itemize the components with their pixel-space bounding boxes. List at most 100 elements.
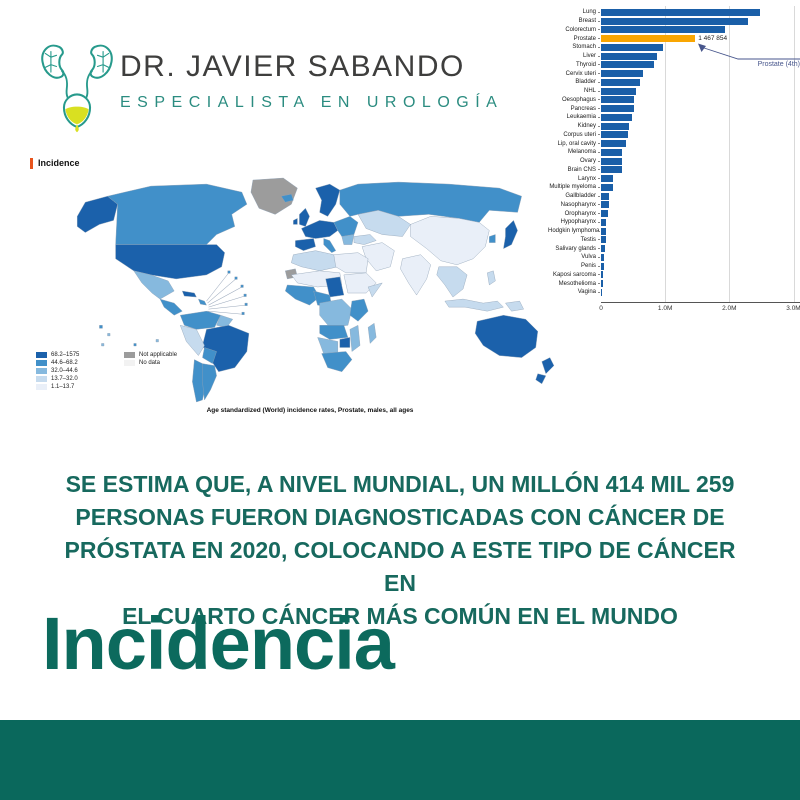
prostate-annotation-label: Prostate (4th) (757, 61, 800, 68)
bar-thyroid (601, 61, 654, 69)
chart-row: Mesothelioma (548, 279, 800, 288)
bar-testis (601, 236, 606, 244)
chart-category-label: Testis (580, 236, 596, 243)
bar-larynx (601, 175, 614, 183)
axis-tick (598, 256, 600, 258)
chart-row: Thyroid (548, 61, 800, 70)
chart-category-label: Prostate (573, 35, 596, 42)
bar-vagina (601, 288, 603, 296)
estimate-paragraph: SE ESTIMA QUE, A NIVEL MUNDIAL, UN MILLÓ… (50, 468, 750, 633)
chart-category-label: Cervix uteri (565, 70, 596, 77)
chart-row: Stomach (548, 43, 800, 52)
bar-ovary (601, 157, 622, 165)
chart-row: Kidney (548, 122, 800, 131)
axis-tick (598, 125, 600, 127)
axis-tick (598, 239, 600, 241)
paragraph-line: PRÓSTATA EN 2020, COLOCANDO A ESTE TIPO … (64, 537, 736, 596)
paragraph-line: PERSONAS FUERON DIAGNOSTICADAS CON CÁNCE… (75, 504, 725, 530)
legend-swatch (36, 368, 47, 374)
bar-colorectum (601, 26, 725, 34)
chart-category-label: Brain CNS (567, 166, 596, 173)
axis-tick (598, 178, 600, 180)
bar-salivary-glands (601, 245, 605, 253)
chart-category-label: Stomach (572, 44, 596, 51)
legend-swatch (36, 352, 47, 358)
chart-category-label: Kaposi sarcoma (552, 271, 596, 278)
chart-category-label: Thyroid (575, 61, 596, 68)
map-caption: Age standardized (World) incidence rates… (206, 407, 414, 414)
legend-item: 1.1–13.7 (36, 383, 79, 391)
axis-tick (598, 230, 600, 232)
legend-item: 32.0–44.6 (36, 367, 79, 375)
doctor-specialty: ESPECIALISTA EN UROLOGÍA (120, 94, 504, 111)
kidneys-bladder-urology-icon (41, 44, 113, 133)
axis-tick (598, 64, 600, 66)
axis-tick (598, 73, 600, 75)
axis-tick (598, 38, 600, 40)
chart-row: Salivary glands (548, 244, 800, 253)
chart-category-label: Hodgkin lymphoma (548, 228, 600, 235)
legend-swatch (36, 384, 47, 390)
legend-swatch (124, 360, 135, 366)
chart-row: Breast (548, 17, 800, 26)
bar-liver (601, 52, 657, 60)
axis-tick (598, 20, 600, 22)
chart-category-label: Bladder (575, 79, 596, 86)
chart-category-label: Pancreas (570, 105, 596, 112)
chart-row: Ovary (548, 157, 800, 166)
footer-color-bar (0, 720, 800, 800)
chart-row: Vulva (548, 253, 800, 262)
map-legend-special: Not applicable No data (124, 351, 177, 367)
chart-row: Brain CNS (548, 166, 800, 175)
gridline (665, 6, 667, 302)
bar-lung (601, 8, 761, 16)
axis-tick (598, 46, 600, 48)
chart-category-label: NHL (583, 88, 596, 95)
world-map-svg (77, 177, 555, 403)
chart-bars: Lung Breast Colorectum Prostate 1 467 854 Sto… (548, 8, 800, 297)
bar-oropharynx (601, 210, 608, 218)
chart-category-label: Lung (582, 9, 596, 16)
chart-category-label: Melanoma (567, 149, 596, 156)
axis-tick (598, 151, 600, 153)
chart-category-label: Vulva (581, 254, 596, 261)
axis-tick (598, 160, 600, 162)
gridline (793, 6, 795, 302)
legend-item: Not applicable (124, 351, 177, 359)
axis-tick (598, 283, 600, 285)
chart-row: Pancreas (548, 104, 800, 113)
chart-category-label: Oropharynx (564, 210, 596, 217)
chart-row: Corpus uteri (548, 131, 800, 140)
bar-multiple-myeloma (601, 183, 614, 191)
x-tick-label: 3.0M (786, 305, 800, 312)
chart-row: Colorectum (548, 26, 800, 35)
gridline (729, 6, 731, 302)
axis-tick (598, 81, 600, 83)
chart-row: Larynx (548, 174, 800, 183)
chart-row: Cervix uteri (548, 69, 800, 78)
bar-cervix-uteri (601, 70, 644, 78)
bar-kidney (601, 122, 629, 130)
axis-tick (598, 186, 600, 188)
axis-tick (598, 204, 600, 206)
chart-row: Kaposi sarcoma (548, 271, 800, 280)
chart-category-label: Gallbladder (565, 193, 596, 200)
bar-hodgkin-lymphoma (601, 227, 607, 235)
axis-tick (598, 291, 600, 293)
chart-row: Oropharynx (548, 209, 800, 218)
chart-category-label: Oesophagus (561, 96, 596, 103)
legend-label: 68.2–1575 (51, 352, 80, 358)
axis-tick (598, 213, 600, 215)
bar-pancreas (601, 105, 634, 113)
legend-swatch (36, 376, 47, 382)
chart-category-label: Colorectum (565, 26, 596, 33)
legend-label: No data (139, 360, 161, 366)
chart-category-label: Lip, oral cavity (557, 140, 596, 147)
bar-mesothelioma (601, 280, 603, 288)
page-title: Incidencia (42, 602, 395, 685)
axis-tick (598, 274, 600, 276)
bar-kaposi-sarcoma (601, 271, 604, 279)
chart-category-label: Nasopharynx (560, 201, 596, 208)
bar-prostate (601, 35, 696, 43)
